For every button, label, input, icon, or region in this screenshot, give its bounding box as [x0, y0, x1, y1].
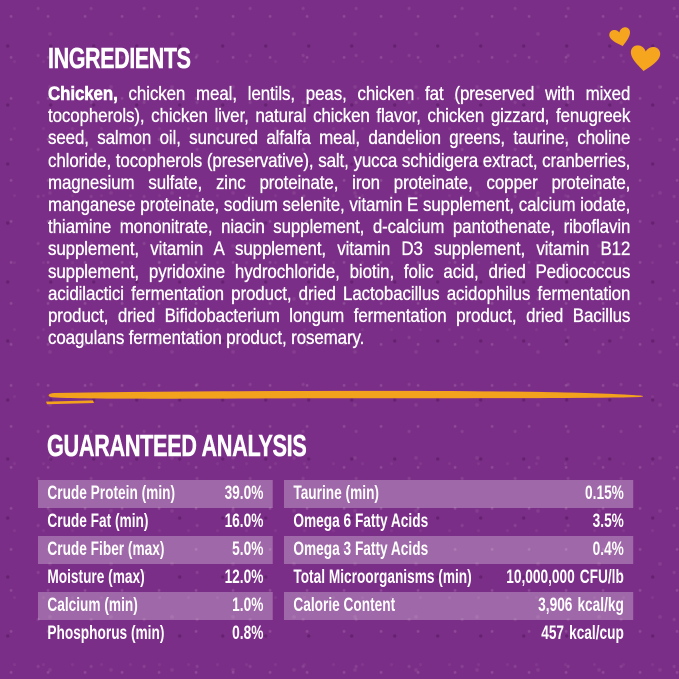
- analysis-row: Phosphorus (min) 0.8%: [38, 620, 273, 648]
- analysis-value: 3,906: [538, 595, 573, 616]
- analysis-value: 12.0%: [224, 567, 264, 588]
- analysis-label: Moisture (max): [47, 567, 145, 588]
- analysis-value: 0.8%: [232, 623, 264, 644]
- analysis-row: Calcium (min) 1.0%: [38, 592, 273, 620]
- analysis-unit: CFU/lb: [579, 567, 624, 588]
- analysis-value: 16.0%: [224, 511, 264, 532]
- analysis-label: Omega 3 Fatty Acids: [293, 539, 429, 560]
- analysis-column-right: Taurine (min) 0.15% Omega 6 Fatty Acids …: [284, 480, 634, 648]
- analysis-row: Moisture (max) 12.0%: [38, 564, 273, 592]
- analysis-label: Taurine (min): [293, 483, 379, 504]
- analysis-value: 39.0%: [224, 483, 264, 504]
- analysis-unit: kcal/cup: [569, 623, 624, 644]
- analysis-column-left: Crude Protein (min) 39.0% Crude Fat (min…: [38, 480, 273, 648]
- analysis-row: Calorie Content 3,906 kcal/kg: [284, 592, 634, 620]
- analysis-row: Crude Protein (min) 39.0%: [38, 480, 273, 508]
- ingredients-heading: INGREDIENTS: [48, 43, 191, 76]
- analysis-row: Omega 6 Fatty Acids 3.5%: [284, 508, 633, 536]
- analysis-value: 457: [541, 623, 565, 644]
- analysis-row: Total Microorganisms (min) 10,000,000 CF…: [284, 564, 633, 592]
- guaranteed-analysis-heading: GUARANTEED ANALYSIS: [47, 428, 307, 464]
- analysis-value: 0.15%: [585, 483, 624, 504]
- analysis-value: 1.0%: [232, 595, 264, 616]
- analysis-value: 5.0%: [232, 539, 264, 560]
- brush-stroke-divider-icon: [46, 390, 644, 405]
- analysis-label: Calorie Content: [293, 595, 396, 616]
- analysis-row: 457 kcal/cup: [284, 620, 633, 648]
- first-ingredient: Chicken,: [48, 84, 129, 106]
- analysis-label: Total Microorganisms (min): [293, 567, 472, 588]
- analysis-value: 3.5%: [592, 511, 624, 532]
- analysis-label: Crude Protein (min): [47, 483, 176, 504]
- analysis-row: Omega 3 Fatty Acids 0.4%: [284, 536, 634, 564]
- heart-icon: [630, 45, 661, 72]
- analysis-value: 10,000,000: [506, 567, 575, 588]
- analysis-label: Crude Fiber (max): [47, 539, 165, 560]
- ingredients-text: Chicken, chicken meal, lentils, peas, ch…: [48, 84, 631, 350]
- analysis-row: Crude Fat (min) 16.0%: [38, 508, 273, 536]
- analysis-label: Omega 6 Fatty Acids: [293, 511, 429, 532]
- analysis-label: Calcium (min): [47, 595, 138, 616]
- analysis-unit: kcal/kg: [577, 595, 624, 616]
- ingredients-list: chicken meal, lentils, peas, chicken fat…: [48, 84, 631, 350]
- analysis-label: Crude Fat (min): [47, 511, 149, 532]
- analysis-row: Taurine (min) 0.15%: [284, 480, 634, 508]
- analysis-value: 0.4%: [592, 539, 624, 560]
- analysis-label: Phosphorus (min): [47, 623, 165, 644]
- analysis-row: Crude Fiber (max) 5.0%: [38, 536, 273, 564]
- heart-icon: [609, 27, 630, 47]
